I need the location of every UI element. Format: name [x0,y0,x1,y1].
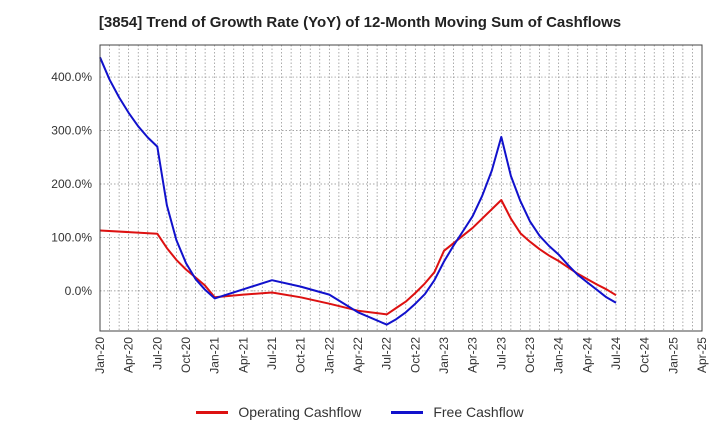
y-tick-label: 400.0% [51,70,92,84]
x-tick-label: Apr-22 [351,337,365,373]
y-tick-label: 100.0% [51,230,92,244]
x-tick-label: Jan-24 [552,337,566,374]
legend-swatch-operating-cashflow [196,410,229,414]
y-tick-label: 0.0% [65,284,93,298]
series-lines [99,56,617,326]
y-tick-label: 300.0% [51,124,92,138]
x-tick-label: Oct-21 [294,337,308,373]
x-tick-label: Oct-23 [523,337,537,373]
x-tick-label: Oct-22 [408,337,422,373]
x-tick-label: Jul-20 [150,337,164,370]
legend-item-operating-cashflow: Operating Cashflow [196,404,361,420]
x-tick-label: Jan-23 [437,337,451,374]
legend-label-operating-cashflow: Operating Cashflow [238,404,362,420]
x-tick-label: Jul-22 [380,337,394,370]
x-tick-label: Apr-20 [122,337,136,373]
legend: Operating Cashflow Free Cashflow [0,404,720,420]
x-tick-label: Jan-20 [93,337,107,374]
x-tick-label: Jan-22 [322,337,336,374]
x-tick-label: Apr-23 [466,337,480,373]
chart-title: [3854] Trend of Growth Rate (YoY) of 12-… [98,14,622,31]
x-tick-label: Apr-25 [695,337,709,373]
x-tick-label: Apr-21 [236,337,250,373]
plot-frame [99,44,703,332]
x-tick-label: Jul-21 [265,337,279,370]
x-tick-label: Apr-24 [580,337,594,373]
x-tick-label: Jan-25 [666,337,680,374]
legend-item-free-cashflow: Free Cashflow [391,404,524,420]
grid-lines [99,45,703,331]
x-tick-label: Jan-21 [208,337,222,374]
x-tick-label: Jul-23 [494,337,508,370]
legend-swatch-free-cashflow [391,410,424,414]
series-line-free-cashflow [99,56,617,326]
x-tick-label: Jul-24 [609,337,623,370]
y-axis-ticks: 0.0% 100.0% 200.0% 300.0% 400.0% [51,70,92,298]
x-axis-ticks: Jan-20 Apr-20 Jul-20 Oct-20 Jan-21 Apr-21 Jul-… [93,337,709,374]
y-tick-label: 200.0% [51,177,92,191]
x-tick-label: Oct-20 [179,337,193,373]
x-tick-label: Oct-24 [638,337,652,373]
legend-label-free-cashflow: Free Cashflow [433,404,524,420]
